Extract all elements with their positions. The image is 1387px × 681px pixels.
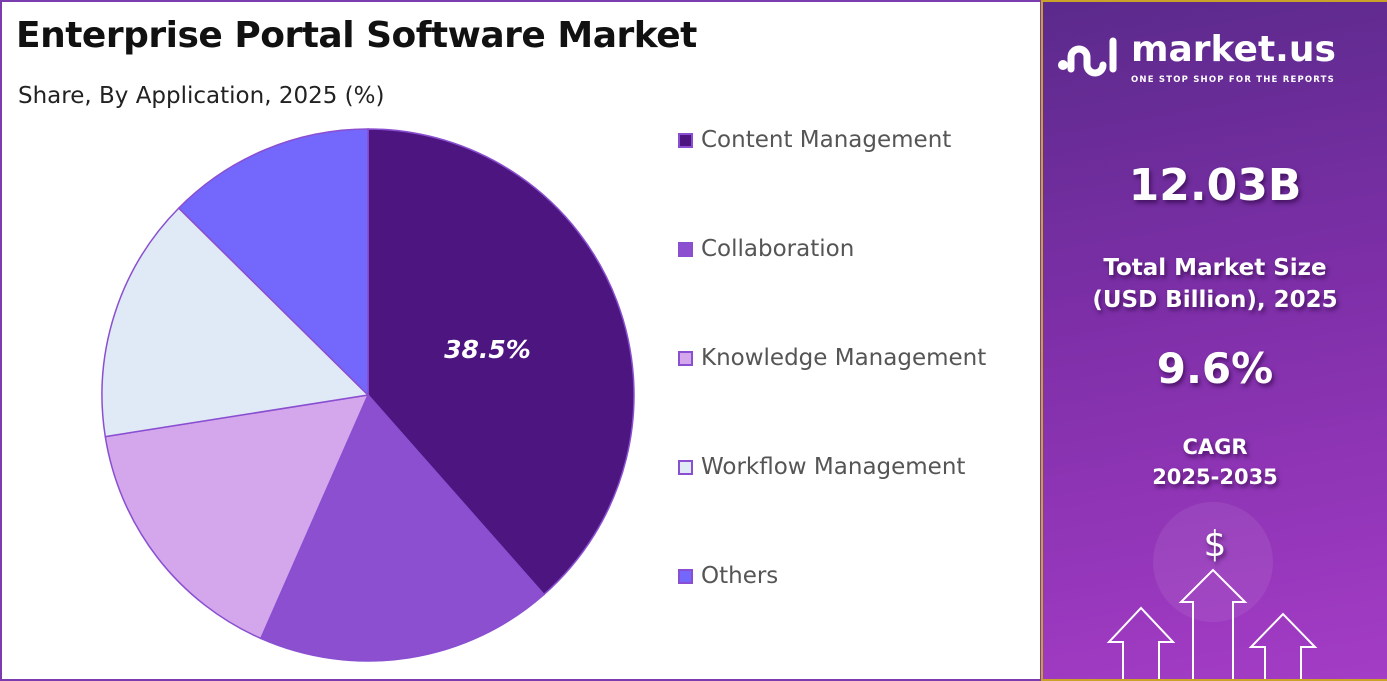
summary-panel: market.us ONE STOP SHOP FOR THE REPORTS … [1041, 0, 1387, 681]
cagr-value: 9.6% [1156, 344, 1274, 393]
cagr-period: 2025-2035 [1152, 465, 1278, 489]
chart-title: Enterprise Portal Software Market [16, 15, 697, 56]
legend-swatch [678, 241, 693, 257]
legend-item: Others [678, 562, 778, 590]
pie-slice-collaboration [259, 393, 545, 662]
legend-label: Knowledge Management [701, 345, 987, 371]
data-label: 38.5% [444, 335, 531, 364]
legend-label: Content Management [701, 127, 952, 153]
legend-item: Collaboration [678, 235, 854, 263]
legend-item: Knowledge Management [678, 344, 986, 372]
chart-subtitle: Share, By Application, 2025 (%) [18, 83, 385, 109]
market-size-label: Total Market Size [1103, 255, 1327, 281]
pie-slice-others [177, 128, 369, 397]
logo-mark-icon [1058, 37, 1117, 77]
legend-item: Workflow Management [678, 453, 965, 481]
dollar-icon: $ [1203, 524, 1227, 565]
legend-item: Content Management [678, 126, 951, 154]
market-size-unit: (USD Billion), 2025 [1092, 287, 1338, 313]
pie-slice-knowledge-management [104, 394, 370, 640]
logo-name: market.us [1131, 29, 1336, 70]
pie-slice-workflow-management [101, 207, 370, 438]
legend-label: Workflow Management [701, 454, 966, 480]
background-arrows-icon [1106, 502, 1318, 679]
legend-label: Others [701, 563, 779, 589]
cagr-label: CAGR [1182, 435, 1248, 459]
legend-swatch [678, 459, 693, 475]
legend-swatch [678, 568, 693, 584]
pie-slice-content-management [367, 128, 635, 596]
market-size-value: 12.03B [1128, 160, 1302, 211]
pie-chart: 38.5% [101, 128, 635, 662]
logo-tagline: ONE STOP SHOP FOR THE REPORTS [1131, 75, 1335, 85]
market-us-logo: market.us ONE STOP SHOP FOR THE REPORTS [1057, 28, 1336, 86]
legend-label: Collaboration [701, 236, 855, 262]
chart-panel: Enterprise Portal Software Market Share,… [0, 0, 1042, 681]
legend-swatch [678, 350, 693, 366]
legend-swatch [678, 132, 693, 148]
